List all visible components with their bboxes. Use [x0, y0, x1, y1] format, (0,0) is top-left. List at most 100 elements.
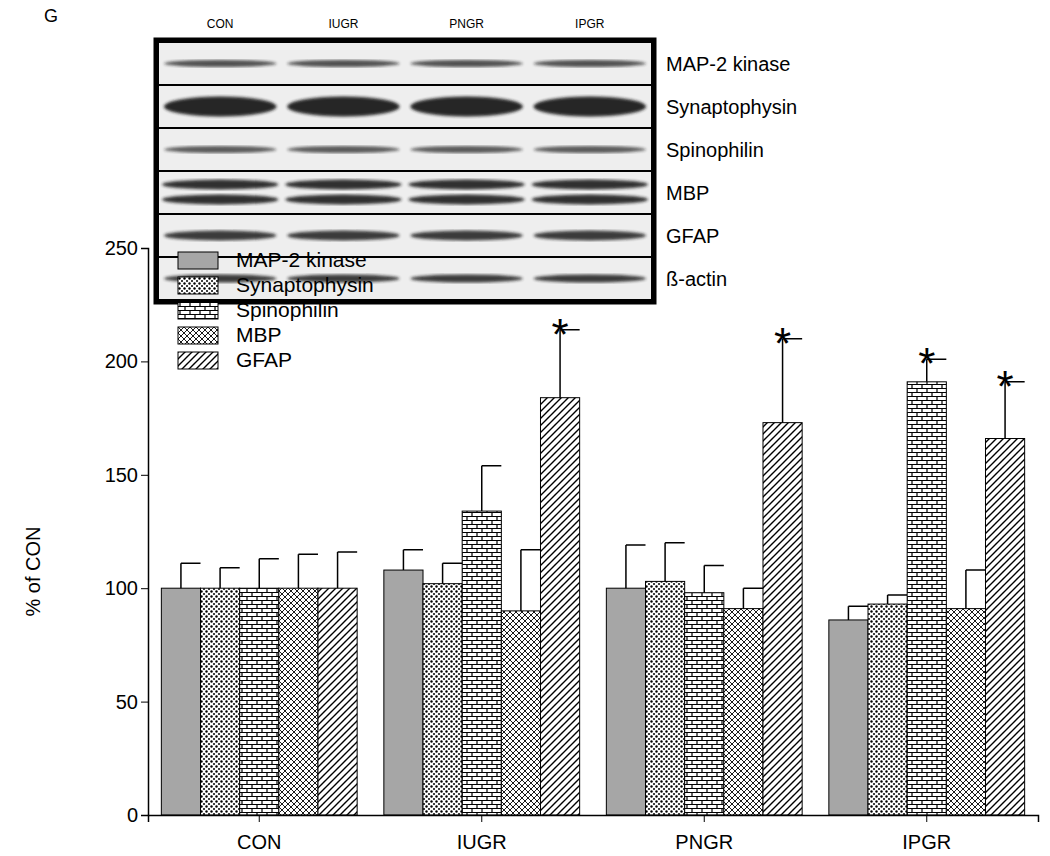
error-bar	[966, 570, 986, 609]
blot-frame	[156, 40, 654, 302]
blot-band	[164, 60, 276, 67]
x-tick-label: PNGR	[675, 831, 733, 853]
y-axis-line	[141, 249, 149, 816]
bar	[201, 588, 240, 815]
error-bar	[220, 568, 240, 588]
error-bar	[443, 563, 463, 583]
blot-strip	[158, 42, 652, 85]
blot-band	[164, 97, 276, 117]
x-tick-label: IUGR	[457, 831, 507, 853]
bar	[384, 570, 423, 815]
significance-marker: *	[552, 310, 569, 359]
y-tick-label: 250	[105, 237, 138, 259]
error-bar	[704, 566, 724, 593]
error-bar	[259, 559, 279, 588]
row-label: MAP-2 kinase	[666, 53, 791, 75]
bar	[462, 511, 501, 815]
x-tick-label: IPGR	[902, 831, 951, 853]
error-bar	[626, 545, 646, 588]
blot-band	[410, 146, 522, 153]
significance-marker: *	[997, 362, 1014, 411]
blot-band	[534, 231, 646, 241]
legend-item: Spinophilin	[178, 298, 339, 321]
y-tick-mark	[141, 248, 148, 249]
row-label: Synaptophysin	[666, 96, 797, 118]
x-tick: CON	[237, 815, 281, 853]
legend-swatch	[178, 277, 218, 294]
y-tick-label: 50	[116, 691, 138, 713]
error-bar	[403, 550, 423, 570]
y-axis-title: % of CON	[22, 526, 44, 616]
blot-band	[287, 146, 399, 153]
x-tick-mark	[481, 815, 482, 822]
bar	[501, 611, 540, 815]
legend-item: MBP	[178, 323, 282, 346]
x-axis: CON IUGR PNGR IPGR	[149, 815, 1039, 853]
blot-band	[410, 275, 522, 283]
legend-label: MBP	[236, 323, 282, 346]
plot-area	[161, 330, 1024, 815]
blot-band	[164, 231, 276, 241]
row-label: Spinophilin	[666, 139, 764, 161]
x-axis-line	[149, 816, 1039, 823]
x-tick-mark	[704, 815, 705, 822]
y-tick-label: 150	[105, 464, 138, 486]
blot-strip	[158, 171, 652, 214]
blot-strip	[158, 214, 652, 257]
blot-band	[532, 195, 648, 205]
y-axis: 050100150200250	[105, 237, 149, 826]
blot-band	[410, 231, 522, 241]
bar	[724, 609, 763, 815]
bar	[161, 588, 200, 815]
y-tick-mark	[141, 361, 148, 362]
legend-label: Synaptophysin	[236, 273, 374, 296]
blot-band	[287, 60, 399, 67]
bar	[240, 588, 279, 815]
lane-label: CON	[207, 17, 234, 31]
x-tick-mark	[259, 815, 260, 822]
bar	[318, 588, 357, 815]
blot-strip	[158, 128, 652, 171]
x-tick: PNGR	[675, 815, 733, 853]
panel-label: G	[44, 6, 58, 26]
blot-band	[287, 231, 399, 241]
blot-band	[164, 146, 276, 153]
bar	[763, 423, 802, 815]
x-tick-label: CON	[237, 831, 281, 853]
figure: GCONIUGRPNGRIPGRMAP-2 kinaseSynaptophysi…	[0, 0, 1050, 856]
blot-band	[534, 275, 646, 283]
blot-band	[534, 146, 646, 153]
blot-band	[285, 180, 401, 190]
bar	[985, 439, 1024, 815]
bar	[279, 588, 318, 815]
legend-item: MAP-2 kinase	[178, 248, 367, 271]
bar	[685, 593, 724, 815]
y-tick-mark	[141, 702, 148, 703]
bar	[868, 604, 907, 815]
blot-band	[408, 180, 524, 190]
x-tick: IUGR	[457, 815, 507, 853]
row-label: MBP	[666, 182, 709, 204]
y-tick: 250	[105, 237, 148, 259]
legend-swatch	[178, 352, 218, 369]
y-tick: 200	[105, 350, 148, 372]
legend: MAP-2 kinaseSynaptophysinSpinophilinMBPG…	[178, 248, 374, 371]
x-tick: IPGR	[902, 815, 951, 853]
error-bar	[665, 543, 685, 582]
error-bar	[338, 552, 358, 588]
y-tick-mark	[141, 588, 148, 589]
legend-swatch	[178, 302, 218, 319]
blot-strip	[158, 257, 652, 300]
y-tick: 100	[105, 577, 148, 599]
blot-band	[410, 60, 522, 67]
legend-item: Synaptophysin	[178, 273, 374, 296]
significance-marker: *	[918, 339, 935, 388]
error-bar	[848, 606, 868, 620]
error-bar	[181, 563, 201, 588]
error-bar	[298, 554, 318, 588]
lane-label: PNGR	[449, 17, 484, 31]
y-tick-label: 200	[105, 350, 138, 372]
y-tick: 50	[116, 691, 148, 713]
blot: CONIUGRPNGRIPGRMAP-2 kinaseSynaptophysin…	[156, 17, 797, 302]
blot-band	[285, 195, 401, 205]
